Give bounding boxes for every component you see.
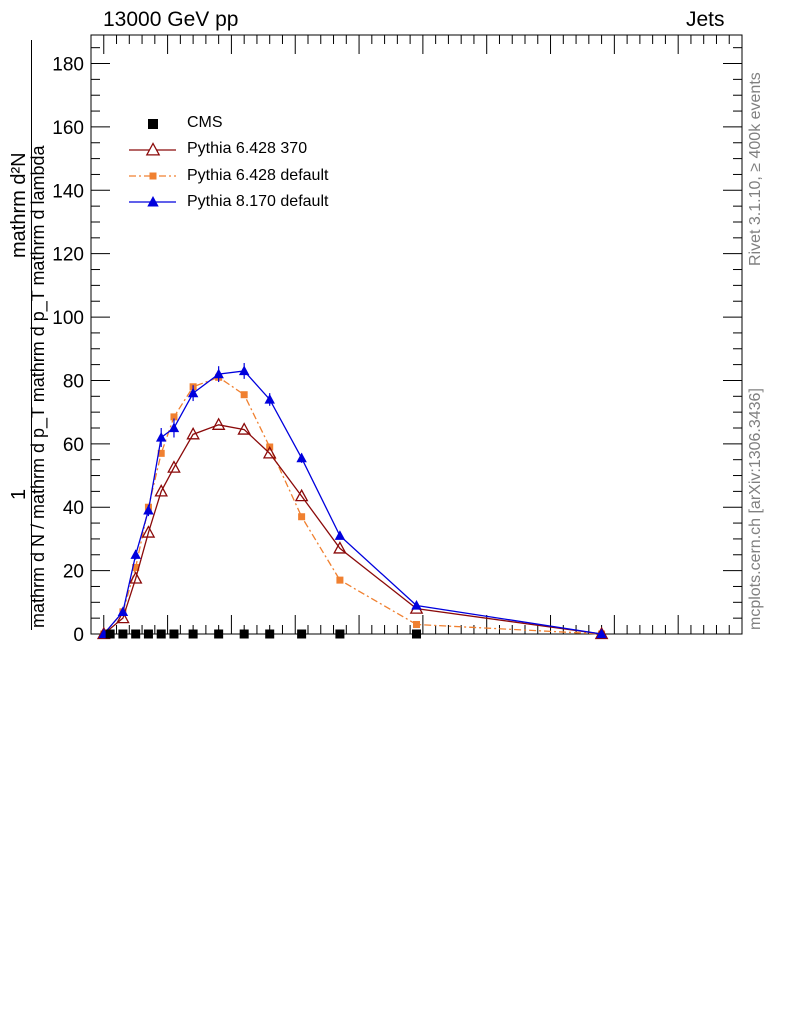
data-point-py8-default [411, 599, 422, 610]
data-point-py8-default [264, 393, 275, 404]
legend-label-py6-370: Pythia 6.428 370 [187, 140, 308, 157]
x-axis-ticks [103, 35, 743, 634]
data-point-py6-default [336, 576, 344, 584]
y-tick-label: 80 [63, 371, 84, 392]
y-tick-label: 40 [63, 498, 84, 519]
data-point-cms [214, 629, 224, 639]
data-point-py8-default [334, 530, 346, 540]
legend-marks [129, 119, 176, 207]
data-point-py6-370 [186, 426, 200, 440]
y-tick-label: 120 [52, 245, 84, 266]
y-axis-ticks: 0 20 40 60 80 100 120 140 160 180 [52, 47, 742, 646]
data-point-py6-default [170, 413, 178, 421]
y-tick-label: 60 [63, 435, 84, 456]
data-point-cms [188, 629, 198, 639]
y-axis-label-fraction-bar [31, 40, 32, 630]
legend-marker-py6-370 [145, 142, 161, 156]
data-point-py6-default [132, 563, 140, 571]
data-point-py6-370 [211, 417, 226, 430]
data-point-py6-default [240, 391, 248, 399]
data-point-cms [297, 629, 307, 639]
y-tick-label: 140 [52, 181, 84, 202]
y-tick-label: 160 [52, 118, 84, 139]
legend-marker-py6-default [149, 172, 157, 180]
data-point-py6-370 [294, 488, 309, 502]
y-tick-label: 0 [73, 625, 84, 646]
series-line-py8-default [103, 370, 602, 635]
series-layer [96, 363, 609, 640]
y-axis-label-bottom: mathrm d N / mathrm d p_T mathrm d p_T m… [28, 145, 48, 629]
data-point-cms [118, 629, 128, 639]
data-point-py6-default [157, 449, 165, 457]
data-point-py8-default [155, 432, 167, 442]
data-point-cms [169, 629, 179, 639]
data-point-py8-default [168, 422, 180, 433]
data-point-cms [131, 629, 141, 639]
data-point-py6-370 [167, 460, 181, 473]
data-point-py6-370 [116, 610, 130, 624]
data-point-py6-default [413, 620, 420, 628]
mcplots-credit-label: mcplots.cern.ch [arXiv:1306.3436] [747, 388, 764, 630]
y-tick-label: 20 [63, 562, 84, 583]
y-tick-label: 100 [52, 308, 84, 329]
data-point-py8-default [187, 387, 199, 398]
data-point-py8-default [130, 549, 141, 559]
data-point-py6-370 [154, 484, 168, 497]
legend-label-py8-default: Pythia 8.170 default [187, 193, 329, 210]
data-point-cms [265, 629, 275, 639]
data-point-py8-default [238, 365, 250, 376]
plot-title-right: Jets [686, 8, 725, 31]
legend-label-py6-default: Pythia 6.428 default [187, 167, 329, 184]
data-point-py6-370 [237, 422, 251, 435]
data-point-py6-370 [128, 571, 143, 584]
legend-marker-py8-default [147, 196, 159, 207]
data-point-cms [143, 629, 153, 639]
data-point-py8-default [596, 628, 607, 639]
series-line-py6-370 [103, 424, 602, 635]
rivet-version-label: Rivet 3.1.10, ≥ 400k events [747, 72, 764, 266]
data-point-py6-370 [262, 445, 277, 459]
data-point-py6-default [298, 513, 306, 521]
data-point-py8-default [213, 368, 224, 379]
data-point-py6-370 [333, 541, 347, 554]
data-point-py6-370 [141, 525, 156, 538]
plot-title-left: 13000 GeV pp [103, 8, 239, 31]
data-point-cms [105, 629, 115, 639]
data-point-py8-default [117, 606, 129, 616]
data-point-cms [335, 629, 345, 639]
y-tick-label: 180 [52, 55, 84, 76]
series-line-py6-default [103, 376, 602, 635]
data-point-py8-default [296, 452, 307, 463]
legend-label-cms: CMS [187, 114, 223, 131]
data-point-py8-default [143, 504, 154, 515]
data-point-cms [156, 629, 166, 639]
data-point-cms [412, 629, 421, 639]
legend-marker-cms [148, 119, 158, 129]
data-point-cms [239, 629, 249, 639]
